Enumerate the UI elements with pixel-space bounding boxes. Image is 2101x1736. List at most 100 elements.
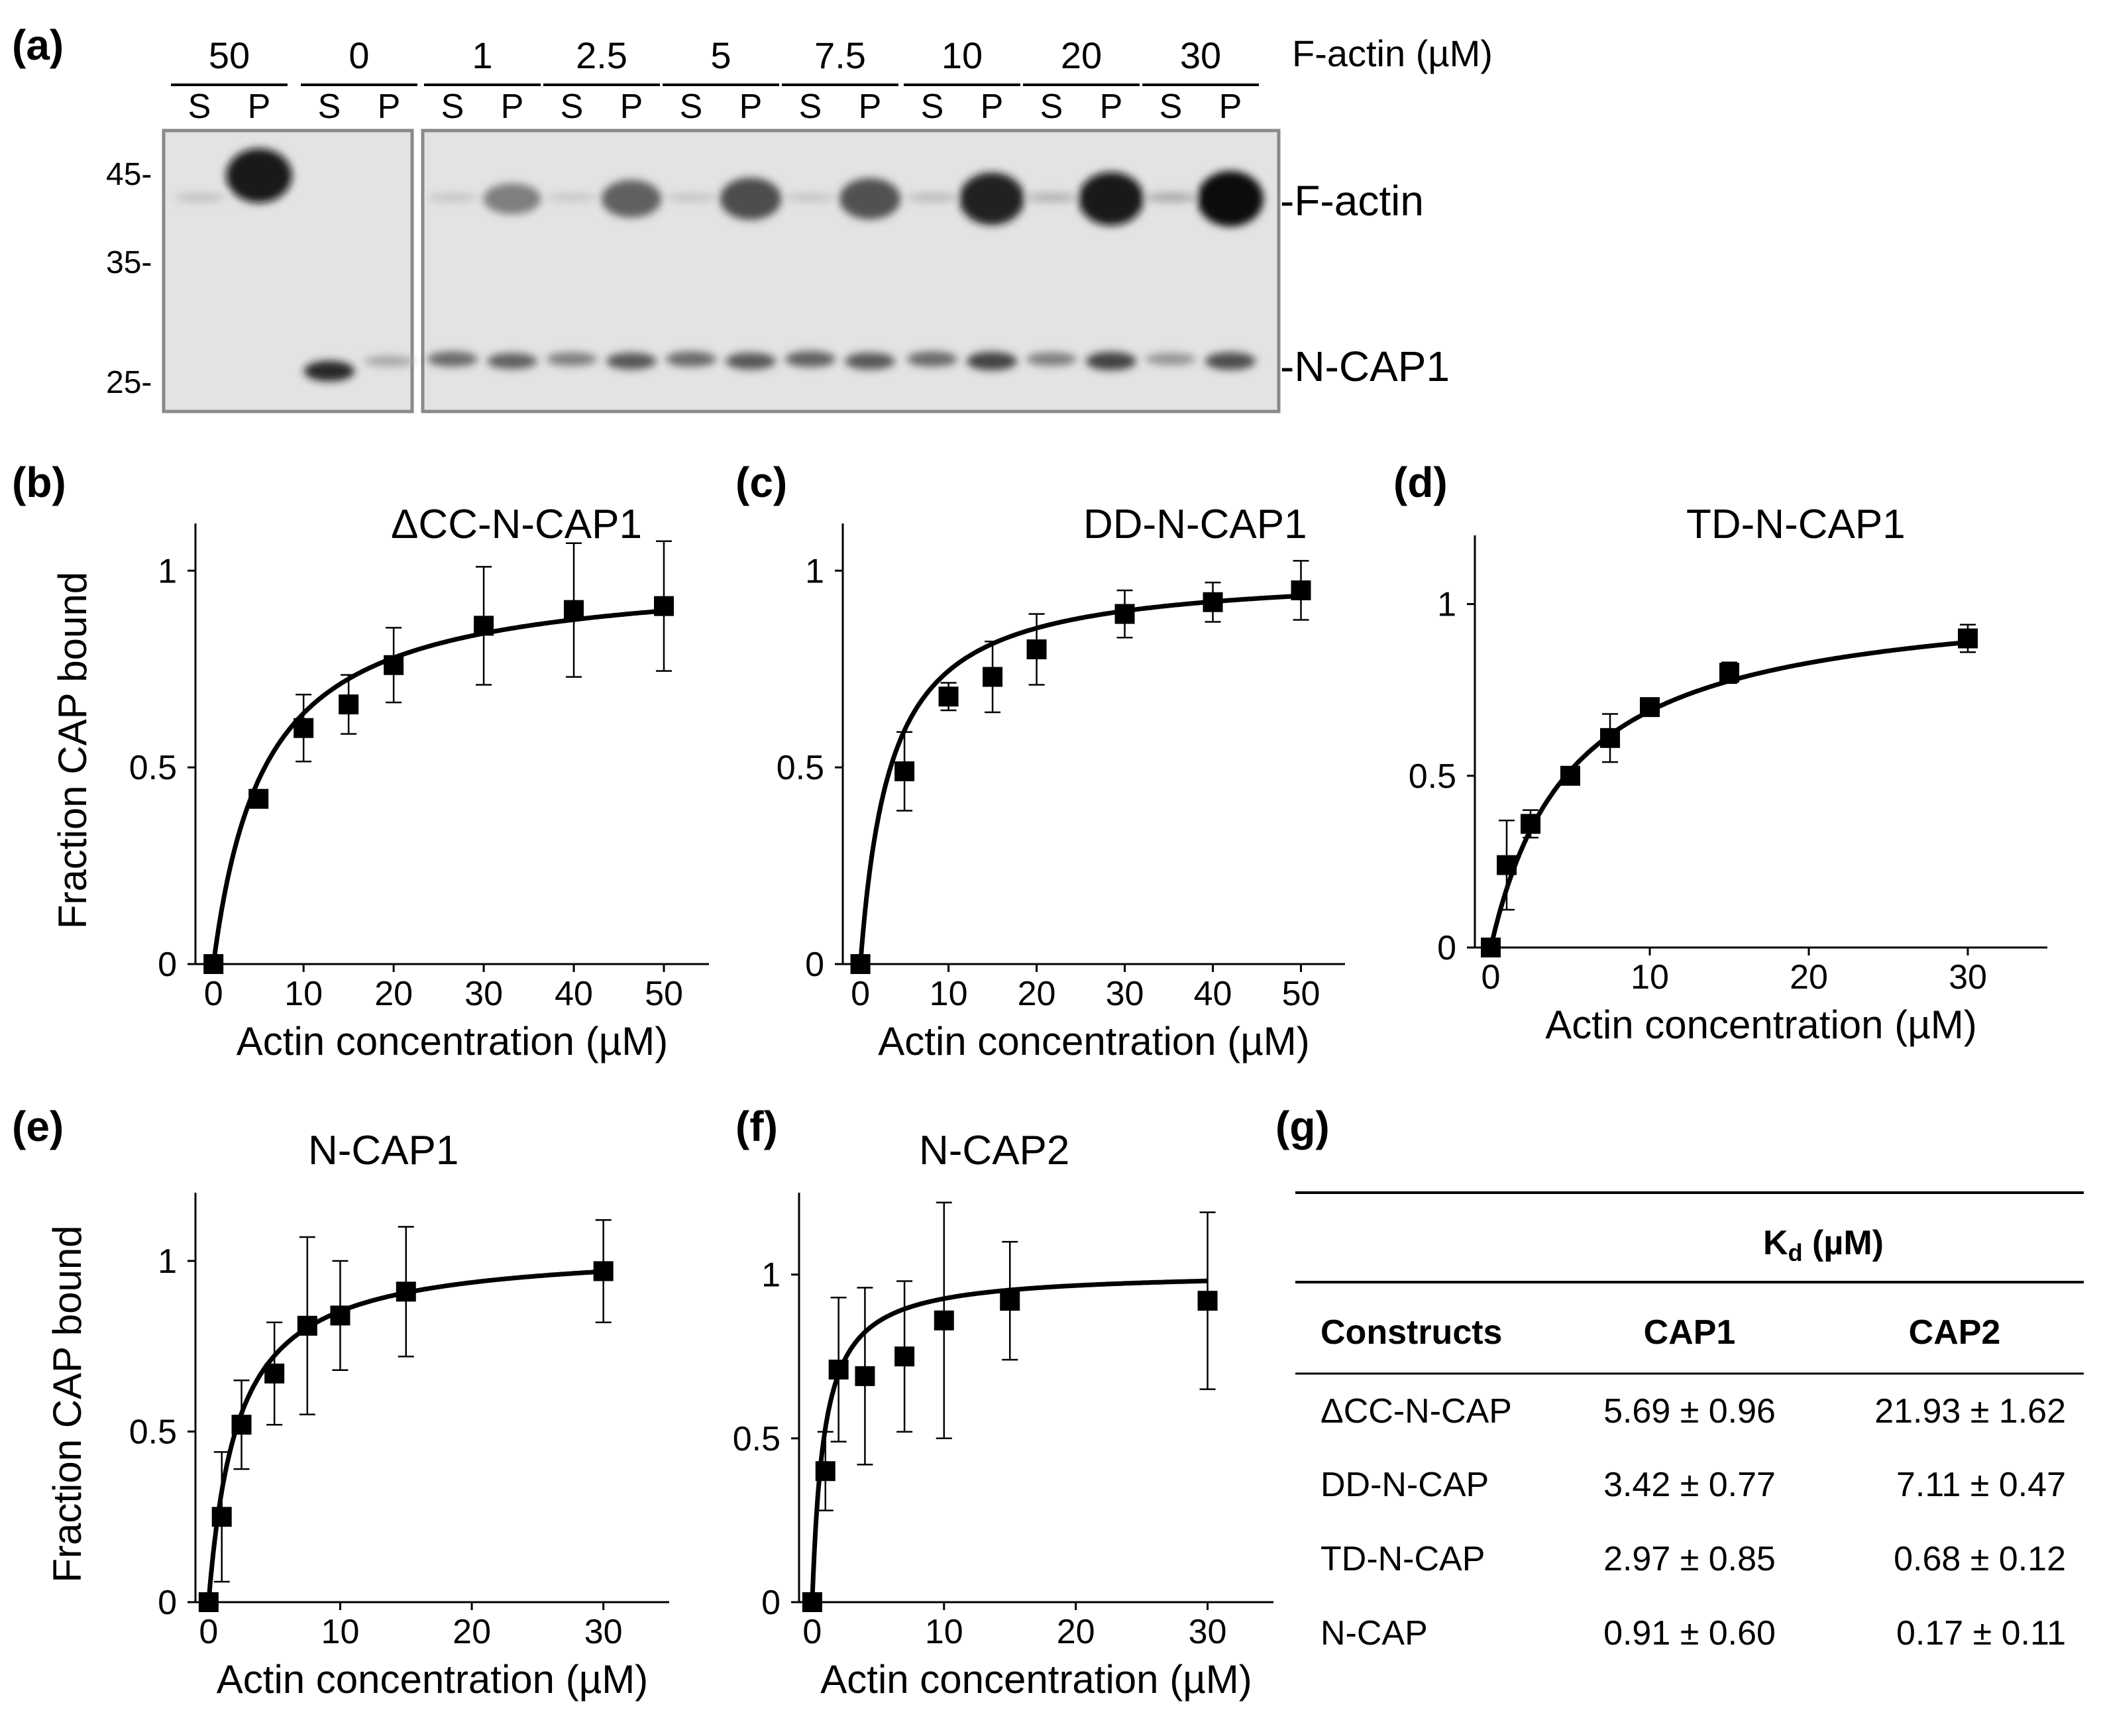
data-point-f-4: [894, 1346, 915, 1367]
y-tick-label-f-1: 0.5: [733, 1420, 781, 1458]
panel-label-d: (d): [1393, 459, 1448, 506]
y-tick-label-e-0: 0: [158, 1584, 177, 1622]
mw-marker-35: 35-: [106, 245, 152, 280]
data-point-b-1: [248, 788, 269, 809]
data-point-b-7: [654, 596, 674, 616]
data-point-c-6: [1203, 592, 1223, 612]
y-tick-label-d-1: 0.5: [1409, 757, 1456, 796]
panel-label-a: (a): [12, 21, 64, 69]
data-point-e-4: [297, 1315, 317, 1336]
lane-s-0: S: [188, 87, 211, 126]
gel-bands: [174, 148, 1264, 382]
chart-title-c: DD-N-CAP1: [1083, 502, 1307, 547]
data-point-e-3: [264, 1363, 285, 1383]
x-tick-label-c-0: 0: [851, 975, 870, 1013]
data-point-e-1: [211, 1507, 232, 1527]
x-axis-label-e: Actin concentration (µM): [217, 1657, 648, 1702]
lane-p-0: P: [248, 87, 271, 126]
band-factin-s-5: [785, 193, 835, 202]
data-point-f-6: [1000, 1291, 1020, 1311]
x-tick-label-e-0: 0: [199, 1613, 218, 1651]
x-axis-label-f: Actin concentration (µM): [820, 1657, 1252, 1702]
data-point-b-5: [474, 616, 494, 636]
panel-label-c: (c): [735, 459, 787, 506]
fit-curve-d: [1488, 639, 1968, 948]
band-factin-p-0: [226, 148, 292, 203]
x-tick-label-e-1: 10: [321, 1613, 360, 1651]
fit-curve-f: [810, 1278, 1208, 1603]
data-point-c-0: [850, 954, 871, 974]
data-point-c-7: [1291, 580, 1311, 600]
lane-s-1: S: [318, 87, 341, 126]
band-ncap-s-3: [547, 352, 597, 366]
band-factin-p-8: [1197, 171, 1264, 227]
band-ncap-s-2: [427, 351, 478, 367]
lane-label-7: 20: [1061, 34, 1102, 76]
band-ncap-s-5: [785, 351, 835, 368]
table-cell-cap2-3: 0.17 ± 0.11: [1896, 1614, 2066, 1653]
x-tick-label-b-3: 30: [464, 975, 503, 1013]
x-tick-label-b-4: 40: [555, 975, 593, 1013]
data-point-d-1: [1497, 855, 1517, 875]
table-cell-cap1-0: 5.69 ± 0.96: [1603, 1392, 1776, 1431]
lane-s-7: S: [1040, 87, 1063, 126]
y-tick-label-c-1: 0.5: [777, 749, 824, 787]
lane-p-5: P: [859, 87, 882, 126]
x-axis-label-d: Actin concentration (µM): [1545, 1003, 1976, 1047]
band-factin-p-3: [601, 180, 662, 218]
lane-p-6: P: [981, 87, 1004, 126]
data-point-e-2: [231, 1415, 252, 1435]
band-factin-s-3: [547, 193, 597, 202]
data-point-b-4: [384, 655, 404, 675]
data-point-e-7: [593, 1261, 614, 1281]
lane-p-7: P: [1100, 87, 1123, 126]
lane-axis-label: F-actin (µM): [1292, 32, 1493, 74]
y-tick-label-c-0: 0: [805, 946, 824, 984]
band-ncap-p-5: [845, 353, 895, 370]
data-point-f-3: [855, 1366, 875, 1386]
x-tick-label-d-2: 20: [1790, 958, 1828, 997]
lane-label-0: 50: [209, 34, 250, 76]
y-tick-label-d-2: 1: [1437, 586, 1456, 624]
chart-e: (e) N-CAP1 0 10 20 30 0 0.5 1 Actin concentration…: [12, 1103, 669, 1702]
band-ncap-p-2: [487, 353, 537, 370]
x-tick-label-c-3: 30: [1106, 975, 1144, 1013]
panel-label-b: (b): [12, 459, 66, 506]
data-point-c-3: [983, 667, 1003, 687]
y-tick-label-b-0: 0: [158, 946, 177, 984]
band-factin-p-5: [839, 178, 901, 220]
data-point-e-5: [330, 1305, 350, 1326]
panel-label-e: (e): [12, 1103, 64, 1150]
table-cell-cap2-2: 0.68 ± 0.12: [1894, 1540, 2066, 1578]
lane-label-8: 30: [1180, 34, 1221, 76]
band-ncap-p-8: [1205, 352, 1256, 370]
data-point-e-6: [396, 1281, 416, 1302]
band-factin-s-8: [1146, 192, 1196, 203]
lane-label-6: 10: [942, 34, 983, 76]
band-ncap-p-4: [726, 353, 776, 370]
band-factin-p-2: [483, 183, 541, 215]
lane-label-4: 5: [710, 34, 731, 76]
data-point-d-0: [1481, 938, 1501, 957]
y-axis-label-b: Fraction CAP bound: [50, 572, 95, 929]
data-point-b-2: [294, 718, 314, 738]
data-point-d-5: [1640, 697, 1660, 718]
x-tick-label-e-2: 20: [453, 1613, 491, 1651]
band-label-ncap1: -N-CAP1: [1280, 343, 1450, 390]
band-ncap-s-6: [907, 351, 957, 367]
y-tick-label-f-0: 0: [761, 1584, 781, 1622]
data-point-c-5: [1114, 604, 1135, 624]
lane-s-4: S: [680, 87, 703, 126]
table-cell-construct-1: DD-N-CAP: [1320, 1466, 1489, 1504]
x-axis-label-b: Actin concentration (µM): [237, 1019, 668, 1063]
lane-label-3: 2.5: [576, 34, 627, 76]
band-label-factin: -F-actin: [1280, 177, 1424, 225]
mw-marker-25: 25-: [106, 365, 152, 400]
data-point-f-2: [828, 1359, 849, 1380]
band-ncap-p-1: [364, 356, 414, 366]
x-tick-label-c-5: 50: [1282, 975, 1320, 1013]
data-point-f-7: [1197, 1291, 1218, 1311]
data-point-e-0: [198, 1592, 219, 1612]
y-tick-label-e-1: 0.5: [129, 1413, 177, 1452]
